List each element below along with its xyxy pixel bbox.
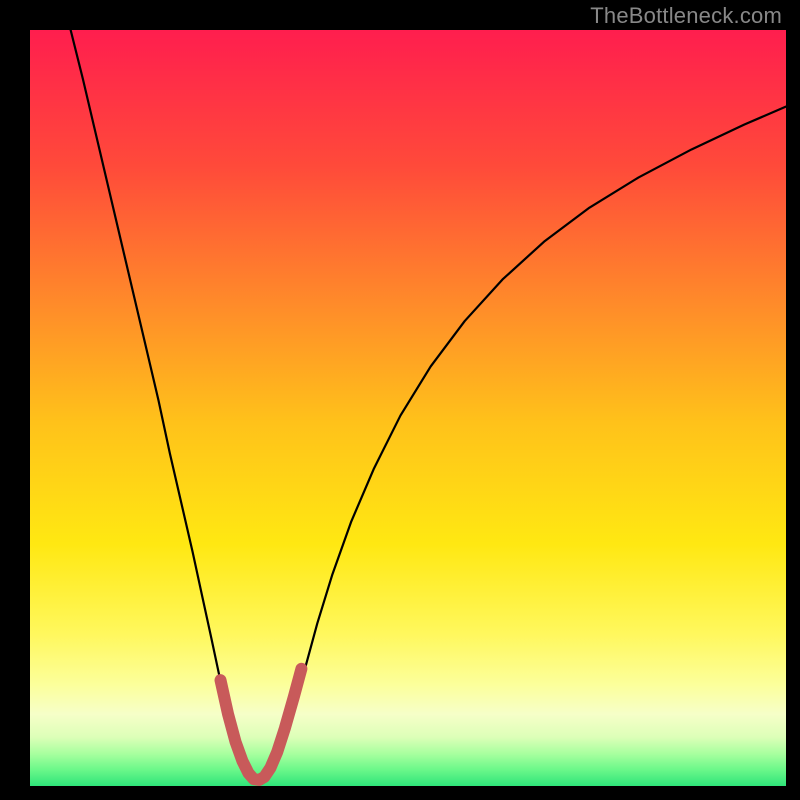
watermark-text: TheBottleneck.com (590, 3, 782, 29)
gradient-background (30, 30, 786, 786)
chart-svg (30, 30, 786, 786)
outer-frame: TheBottleneck.com (0, 0, 800, 800)
plot-area (30, 30, 786, 786)
